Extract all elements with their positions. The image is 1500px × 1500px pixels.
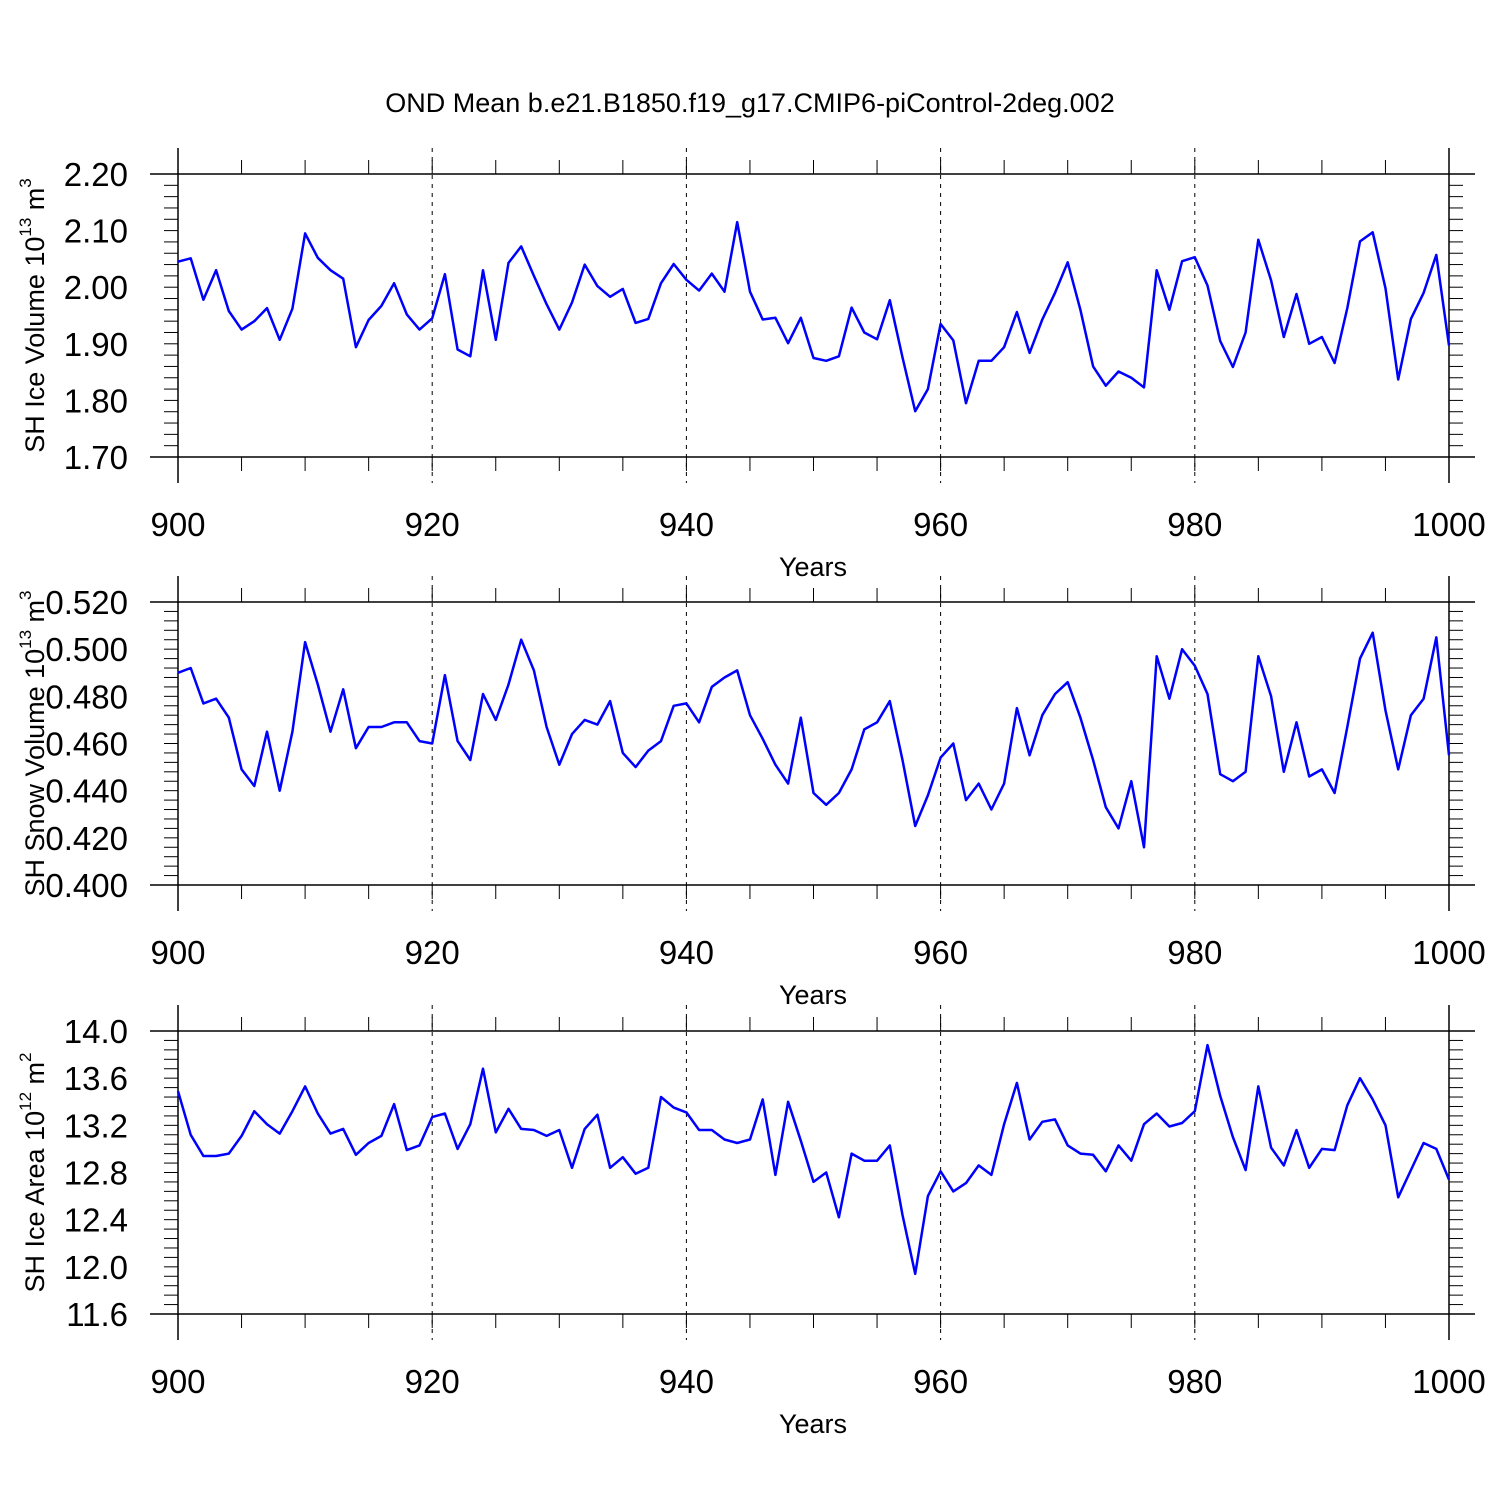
plot-area <box>150 576 1475 911</box>
y-tick-label: 12.8 <box>64 1155 128 1192</box>
series-line <box>177 631 1451 849</box>
y-axis-label: SH Ice Volume 1013 m3 <box>16 178 50 453</box>
x-tick-label: 920 <box>405 506 460 543</box>
y-tick-label: 0.480 <box>45 678 128 715</box>
y-axis-label-tail: m <box>20 1062 50 1092</box>
x-axis-label: Years <box>779 980 847 1010</box>
y-tick-label: 0.500 <box>45 631 128 668</box>
y-axis-label-sup: 13 <box>16 630 35 649</box>
y-axis-label-sup2: 2 <box>16 1053 35 1062</box>
y-axis-label: SH Ice Area 1012 m2 <box>16 1053 50 1293</box>
y-tick-label: 2.00 <box>64 269 128 306</box>
y-tick-label: 11.6 <box>66 1296 128 1333</box>
series-line <box>177 220 1451 413</box>
y-axis-label-sup: 13 <box>16 218 35 237</box>
x-tick-label: 920 <box>405 934 460 971</box>
y-tick-label: 1.80 <box>64 382 128 419</box>
series-line <box>176 1043 1451 1276</box>
y-tick-label: 13.2 <box>64 1107 128 1144</box>
x-axis-label: Years <box>779 1409 847 1439</box>
x-tick-label: 900 <box>150 1363 205 1400</box>
y-axis-label-text: SH Ice Area 10 <box>20 1111 50 1293</box>
panel-2: 0.400 0.420 0.440 0.460 0.480 0.500 0.520 900 92… <box>16 576 1486 1010</box>
y-tick-label: 12.0 <box>64 1249 128 1286</box>
x-tick-label: 960 <box>913 1363 968 1400</box>
y-tick-label: 0.460 <box>45 726 128 763</box>
plot-area <box>150 148 1475 483</box>
x-tick-label: 900 <box>150 506 205 543</box>
x-tick-label: 980 <box>1167 1363 1222 1400</box>
y-axis-label-text: SH Snow Volume 10 <box>20 649 50 897</box>
x-tick-label: 900 <box>150 934 205 971</box>
y-tick-label: 1.70 <box>64 439 128 476</box>
x-tick-label: 980 <box>1167 506 1222 543</box>
y-tick-label: 0.420 <box>45 820 128 857</box>
y-axis-label-sup2: 3 <box>16 178 35 187</box>
y-tick-label: 0.400 <box>45 867 128 904</box>
y-tick-label: 1.90 <box>64 326 128 363</box>
x-tick-label: 980 <box>1167 934 1222 971</box>
y-axis-label-tail: m <box>20 600 50 630</box>
y-tick-label: 2.10 <box>64 213 128 250</box>
x-axis-label: Years <box>779 552 847 582</box>
y-tick-label: 0.440 <box>45 773 128 810</box>
y-tick-label: 2.20 <box>64 156 128 193</box>
x-tick-label: 1000 <box>1412 1363 1485 1400</box>
x-tick-label: 960 <box>913 506 968 543</box>
x-tick-label: 940 <box>659 1363 714 1400</box>
panel-3: 11.6 12.0 12.4 12.8 13.2 13.6 14.0 900 920 940 960… <box>16 1005 1486 1439</box>
x-tick-label: 940 <box>659 506 714 543</box>
y-tick-label: 12.4 <box>64 1202 128 1239</box>
y-axis-label-tail: m <box>20 188 50 218</box>
x-tick-label: 1000 <box>1412 506 1485 543</box>
panel-1: 1.70 1.80 1.90 2.00 2.10 2.20 900 920 940 960 980 1… <box>16 148 1486 582</box>
chart-title: OND Mean b.e21.B1850.f19_g17.CMIP6-piCon… <box>385 88 1114 118</box>
x-tick-label: 960 <box>913 934 968 971</box>
x-tick-label: 940 <box>659 934 714 971</box>
y-tick-label: 14.0 <box>64 1013 128 1050</box>
y-tick-label: 13.6 <box>64 1060 128 1097</box>
y-axis-label-sup: 12 <box>16 1092 35 1111</box>
x-tick-label: 1000 <box>1412 934 1485 971</box>
y-axis-label-text: SH Ice Volume 10 <box>20 237 50 453</box>
y-axis-label-sup2: 3 <box>16 590 35 599</box>
y-axis-label: SH Snow Volume 1013 m3 <box>16 590 50 896</box>
x-tick-label: 920 <box>405 1363 460 1400</box>
plot-area <box>150 1005 1475 1340</box>
y-tick-label: 0.520 <box>45 584 128 621</box>
